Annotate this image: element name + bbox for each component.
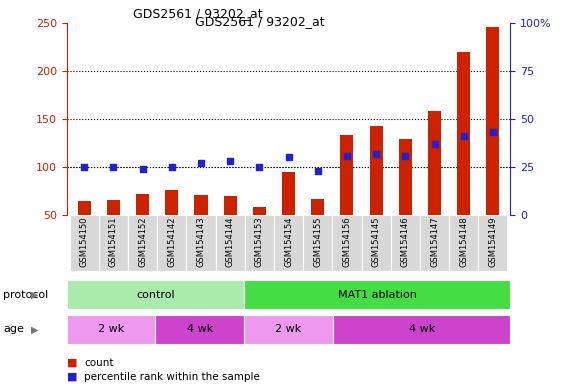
Bar bbox=[136, 194, 149, 215]
Text: control: control bbox=[136, 290, 175, 300]
Bar bbox=[428, 111, 441, 215]
Text: GSM154145: GSM154145 bbox=[372, 217, 380, 267]
Bar bbox=[253, 207, 266, 215]
Text: count: count bbox=[84, 358, 114, 368]
Point bbox=[342, 152, 351, 159]
Point bbox=[401, 152, 410, 159]
Bar bbox=[155, 315, 244, 344]
Bar bbox=[67, 315, 155, 344]
Point bbox=[430, 141, 439, 147]
Point bbox=[488, 129, 498, 136]
Text: GSM154144: GSM154144 bbox=[226, 217, 235, 267]
Point bbox=[459, 133, 468, 139]
Bar bbox=[244, 280, 510, 309]
Point bbox=[371, 151, 380, 157]
Bar bbox=[216, 215, 245, 271]
Text: GSM154150: GSM154150 bbox=[79, 217, 89, 267]
Bar bbox=[78, 200, 91, 215]
Bar bbox=[244, 315, 333, 344]
Bar bbox=[245, 215, 274, 271]
Point bbox=[313, 168, 322, 174]
Text: GSM154151: GSM154151 bbox=[109, 217, 118, 267]
Text: GSM154143: GSM154143 bbox=[197, 217, 205, 267]
Point bbox=[167, 164, 176, 170]
Text: 4 wk: 4 wk bbox=[187, 324, 213, 334]
Text: GSM154149: GSM154149 bbox=[488, 217, 498, 267]
Bar bbox=[70, 215, 99, 271]
Bar bbox=[478, 215, 508, 271]
Text: GSM154154: GSM154154 bbox=[284, 217, 293, 267]
Bar bbox=[369, 126, 383, 215]
Point bbox=[226, 158, 235, 164]
Bar bbox=[186, 215, 216, 271]
Bar bbox=[67, 280, 244, 309]
Bar bbox=[457, 52, 470, 215]
Text: GSM154153: GSM154153 bbox=[255, 217, 264, 267]
Text: 2 wk: 2 wk bbox=[98, 324, 124, 334]
Point bbox=[197, 160, 206, 166]
Text: GSM154142: GSM154142 bbox=[167, 217, 176, 267]
Bar bbox=[99, 215, 128, 271]
Bar bbox=[311, 199, 324, 215]
Point bbox=[109, 164, 118, 170]
Text: GDS2561 / 93202_at: GDS2561 / 93202_at bbox=[133, 7, 263, 20]
Point bbox=[284, 154, 293, 161]
Text: GSM154147: GSM154147 bbox=[430, 217, 439, 267]
Bar bbox=[398, 139, 412, 215]
Bar bbox=[282, 172, 295, 215]
Bar bbox=[361, 215, 391, 271]
Text: 2 wk: 2 wk bbox=[276, 324, 302, 334]
Text: protocol: protocol bbox=[3, 290, 48, 300]
Bar bbox=[165, 190, 179, 215]
Bar bbox=[274, 215, 303, 271]
Text: 4 wk: 4 wk bbox=[408, 324, 435, 334]
Bar bbox=[391, 215, 420, 271]
Text: ■: ■ bbox=[67, 372, 77, 382]
Text: percentile rank within the sample: percentile rank within the sample bbox=[84, 372, 260, 382]
Text: GSM154148: GSM154148 bbox=[459, 217, 468, 267]
Text: ▶: ▶ bbox=[31, 290, 38, 300]
Bar bbox=[420, 215, 449, 271]
Text: GSM154146: GSM154146 bbox=[401, 217, 410, 267]
Bar bbox=[107, 200, 120, 215]
Bar bbox=[449, 215, 478, 271]
Text: GSM154155: GSM154155 bbox=[313, 217, 322, 267]
Text: GDS2561 / 93202_at: GDS2561 / 93202_at bbox=[195, 15, 324, 28]
Bar bbox=[224, 196, 237, 215]
Bar bbox=[128, 215, 157, 271]
Bar bbox=[333, 315, 510, 344]
Bar bbox=[157, 215, 186, 271]
Bar bbox=[303, 215, 332, 271]
Bar bbox=[486, 27, 499, 215]
Bar bbox=[332, 215, 361, 271]
Point bbox=[138, 166, 147, 172]
Text: GSM154152: GSM154152 bbox=[138, 217, 147, 267]
Bar bbox=[194, 195, 208, 215]
Text: MAT1 ablation: MAT1 ablation bbox=[338, 290, 416, 300]
Point bbox=[255, 164, 264, 170]
Text: GSM154156: GSM154156 bbox=[342, 217, 351, 267]
Text: ▶: ▶ bbox=[31, 324, 38, 334]
Point bbox=[79, 164, 89, 170]
Bar bbox=[340, 136, 353, 215]
Text: ■: ■ bbox=[67, 358, 77, 368]
Text: age: age bbox=[3, 324, 24, 334]
